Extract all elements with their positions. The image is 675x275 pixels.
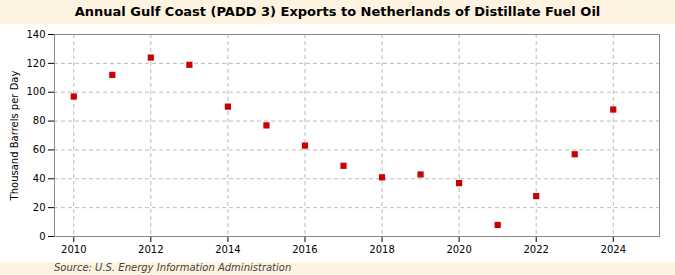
svg-text:2020: 2020 bbox=[446, 244, 471, 255]
svg-text:2022: 2022 bbox=[523, 244, 548, 255]
svg-text:120: 120 bbox=[26, 58, 45, 69]
svg-text:2012: 2012 bbox=[138, 244, 163, 255]
svg-text:2010: 2010 bbox=[61, 244, 86, 255]
html-text:Source: U.S. Energy Informatio: Source: U.S. Energy Information Administ… bbox=[54, 262, 292, 273]
svg-text:100: 100 bbox=[26, 86, 45, 97]
svg-text:2014: 2014 bbox=[215, 244, 240, 255]
svg-text:140: 140 bbox=[26, 29, 45, 40]
svg-text:20: 20 bbox=[33, 202, 46, 213]
svg-text:Thousand Barrels per Day: Thousand Barrels per Day bbox=[9, 71, 20, 202]
html-text:Annual Gulf Coast (PADD 3) Exp: Annual Gulf Coast (PADD 3) Exports to Ne… bbox=[74, 4, 601, 19]
svg-text:0: 0 bbox=[39, 231, 45, 242]
svg-text:2024: 2024 bbox=[601, 244, 626, 255]
svg-text:80: 80 bbox=[33, 115, 46, 126]
svg-text:60: 60 bbox=[33, 144, 46, 155]
svg-text:2018: 2018 bbox=[369, 244, 394, 255]
svg-text:40: 40 bbox=[33, 173, 46, 184]
svg-text:2016: 2016 bbox=[292, 244, 317, 255]
